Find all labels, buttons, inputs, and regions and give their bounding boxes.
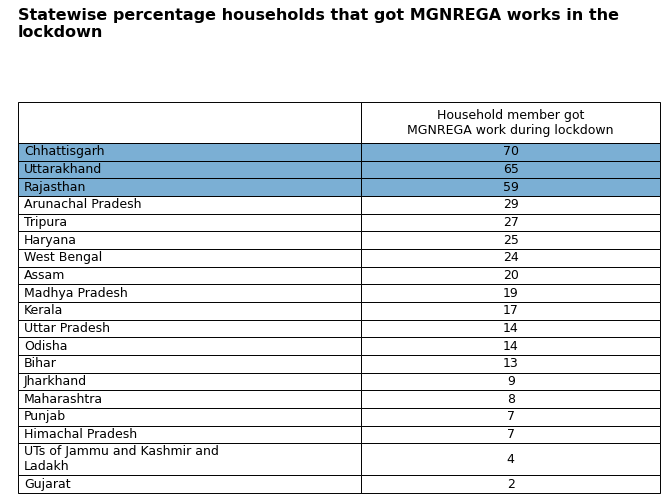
Text: Household member got
MGNREGA work during lockdown: Household member got MGNREGA work during… [407,109,614,136]
Bar [18,267,362,284]
Bar [18,320,362,337]
Bar [18,143,362,161]
Text: 24: 24 [503,252,519,265]
Text: Haryana: Haryana [24,233,77,246]
Bar [18,196,362,213]
Text: 59: 59 [502,181,519,194]
Text: 29: 29 [503,198,519,211]
Bar [362,408,660,425]
Text: Madhya Pradesh: Madhya Pradesh [24,287,128,300]
Text: UTs of Jammu and Kashmir and
Ladakh: UTs of Jammu and Kashmir and Ladakh [24,445,219,473]
Bar [362,390,660,408]
Text: 14: 14 [503,322,519,335]
Bar [362,337,660,355]
Text: 13: 13 [503,357,519,370]
Bar [362,213,660,231]
Text: Kerala: Kerala [24,304,64,317]
Text: 27: 27 [502,216,519,229]
Bar [18,337,362,355]
Bar [18,302,362,320]
Bar [362,320,660,337]
Text: 7: 7 [507,410,515,423]
Bar [18,161,362,178]
Bar [362,249,660,267]
Text: Arunachal Pradesh: Arunachal Pradesh [24,198,141,211]
Text: 9: 9 [507,375,515,388]
Bar [362,267,660,284]
Bar [362,178,660,196]
Text: Tripura: Tripura [24,216,67,229]
Text: 4: 4 [507,453,515,466]
Text: Gujarat: Gujarat [24,477,70,490]
Bar [362,475,660,493]
Bar [18,373,362,390]
Text: Chhattisgarh: Chhattisgarh [24,145,105,158]
Text: Statewise percentage households that got MGNREGA works in the
lockdown: Statewise percentage households that got… [18,8,619,41]
Text: Assam: Assam [24,269,66,282]
Bar [362,284,660,302]
Text: Himachal Pradesh: Himachal Pradesh [24,428,137,441]
Bar [362,231,660,249]
Text: 17: 17 [502,304,519,317]
Text: 65: 65 [502,163,519,176]
Text: Uttarakhand: Uttarakhand [24,163,103,176]
Bar [18,102,362,143]
Text: West Bengal: West Bengal [24,252,103,265]
Bar [18,284,362,302]
Text: 19: 19 [503,287,519,300]
Bar [362,161,660,178]
Bar [18,178,362,196]
Text: Punjab: Punjab [24,410,66,423]
Bar [362,102,660,143]
Bar [18,249,362,267]
Text: 70: 70 [502,145,519,158]
Text: Jharkhand: Jharkhand [24,375,87,388]
Text: Uttar Pradesh: Uttar Pradesh [24,322,110,335]
Bar [18,355,362,373]
Bar [18,425,362,443]
Bar [362,143,660,161]
Bar [18,231,362,249]
Bar [18,475,362,493]
Bar [362,302,660,320]
Text: 2: 2 [507,477,515,490]
Text: 14: 14 [503,340,519,353]
Bar [362,443,660,475]
Bar [18,408,362,425]
Bar [362,425,660,443]
Text: 20: 20 [502,269,519,282]
Text: 8: 8 [507,393,515,405]
Bar [362,196,660,213]
Bar [362,373,660,390]
Bar [18,390,362,408]
Bar [18,443,362,475]
Text: 25: 25 [502,233,519,246]
Text: Odisha: Odisha [24,340,68,353]
Text: 7: 7 [507,428,515,441]
Bar [18,213,362,231]
Text: Rajasthan: Rajasthan [24,181,86,194]
Text: Maharashtra: Maharashtra [24,393,103,405]
Bar [362,355,660,373]
Text: Bihar: Bihar [24,357,57,370]
